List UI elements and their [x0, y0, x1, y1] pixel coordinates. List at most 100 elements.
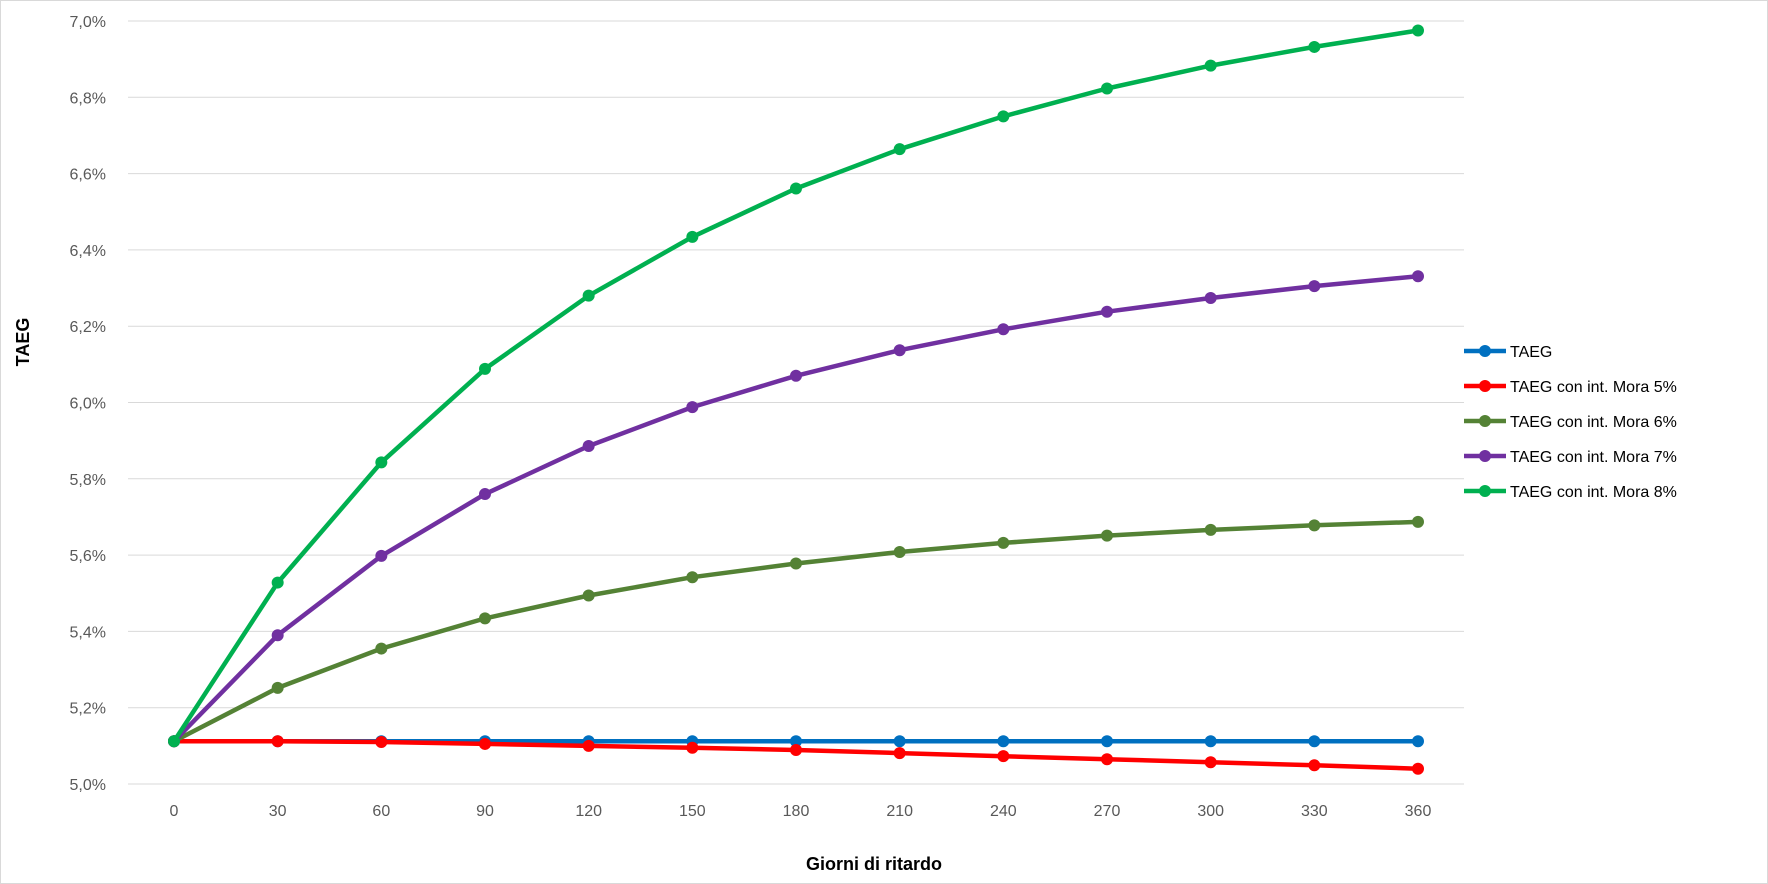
y-tick-label: 6,6%	[70, 167, 106, 184]
data-point	[582, 439, 595, 452]
data-point	[168, 735, 180, 748]
data-point	[1101, 735, 1113, 748]
legend-label: TAEG con int. Mora 5%	[1510, 379, 1677, 396]
x-tick-label: 360	[1405, 803, 1432, 820]
y-axis-title: TAEG	[13, 318, 33, 367]
data-point	[1204, 291, 1217, 304]
data-point	[1308, 735, 1321, 748]
data-point	[1204, 756, 1217, 769]
data-point	[1308, 40, 1321, 53]
data-point	[375, 736, 388, 749]
series-4	[168, 270, 1424, 748]
y-tick-label: 6,0%	[70, 396, 106, 413]
y-tick-label: 5,4%	[70, 624, 106, 641]
data-point	[1308, 519, 1321, 532]
data-point	[1204, 523, 1217, 536]
x-tick-label: 60	[372, 803, 390, 820]
x-tick-label: 210	[886, 803, 913, 820]
gridlines	[128, 20, 1464, 785]
legend-item: TAEG con int. Mora 8%	[1464, 484, 1677, 501]
data-point	[1412, 24, 1424, 37]
data-point	[893, 747, 906, 760]
y-tick-label: 6,2%	[70, 319, 106, 336]
series-line	[171, 28, 1421, 744]
y-tick-label: 6,4%	[70, 243, 106, 260]
data-point	[686, 230, 699, 243]
y-tick-label: 5,0%	[70, 777, 106, 794]
data-point	[893, 143, 906, 156]
data-point	[1412, 735, 1424, 748]
data-point	[1308, 280, 1321, 293]
data-point	[582, 289, 595, 302]
series-5	[168, 24, 1424, 748]
y-tick-label: 6,8%	[70, 90, 106, 107]
legend-item: TAEG con int. Mora 6%	[1464, 414, 1677, 431]
data-point	[375, 456, 388, 469]
data-point	[271, 629, 284, 642]
y-tick-label: 5,8%	[70, 472, 106, 489]
legend-swatch-marker	[1479, 380, 1491, 392]
data-point	[997, 750, 1010, 763]
x-tick-label: 0	[170, 803, 179, 820]
x-tick-label: 150	[679, 803, 706, 820]
data-point	[997, 536, 1010, 549]
legend-label: TAEG con int. Mora 6%	[1510, 414, 1677, 431]
y-tick-labels: 5,0% 5,2% 5,4% 5,6% 5,8% 6,0% 6,2% 6,4% 6,6% 6,8%…	[70, 14, 106, 794]
y-tick-label: 5,2%	[70, 701, 106, 718]
data-point	[790, 735, 802, 748]
legend-swatch-marker	[1479, 450, 1491, 462]
legend-item: TAEG	[1464, 344, 1552, 361]
data-point	[790, 369, 802, 382]
data-point	[686, 571, 699, 584]
data-point	[997, 323, 1010, 336]
legend-label: TAEG con int. Mora 7%	[1510, 449, 1677, 466]
legend-label: TAEG con int. Mora 8%	[1510, 484, 1677, 501]
y-tick-label: 7,0%	[70, 14, 106, 31]
x-axis-title: Giorni di ritardo	[806, 854, 942, 874]
data-point	[1412, 515, 1424, 528]
series-3	[168, 515, 1424, 748]
data-point	[479, 737, 491, 750]
data-point	[375, 642, 388, 655]
data-point	[582, 589, 595, 602]
legend-swatch-marker	[1479, 345, 1491, 357]
series-lines	[168, 24, 1424, 775]
data-point	[997, 735, 1010, 748]
x-tick-label: 270	[1094, 803, 1121, 820]
data-point	[479, 362, 491, 375]
data-point	[1204, 735, 1217, 748]
data-point	[893, 344, 906, 357]
data-point	[479, 612, 491, 625]
data-point	[271, 735, 284, 748]
data-point	[790, 182, 802, 195]
data-point	[790, 557, 802, 570]
x-tick-label: 330	[1301, 803, 1328, 820]
data-point	[893, 546, 906, 559]
data-point	[1101, 753, 1113, 766]
data-point	[893, 735, 906, 748]
data-point	[997, 110, 1010, 123]
data-point	[1204, 59, 1217, 72]
data-point	[271, 681, 284, 694]
legend-swatch-marker	[1479, 415, 1491, 427]
data-point	[1101, 305, 1113, 318]
x-tick-label: 90	[476, 803, 494, 820]
data-point	[479, 488, 491, 501]
data-point	[1101, 529, 1113, 542]
data-point	[1101, 82, 1113, 95]
data-point	[686, 401, 699, 414]
data-point	[375, 549, 388, 562]
data-point	[1308, 759, 1321, 772]
data-point	[271, 576, 284, 589]
legend: TAEG TAEG con int. Mora 5% TAEG con int. M…	[1464, 344, 1677, 501]
legend-swatch-marker	[1479, 485, 1491, 497]
legend-label: TAEG	[1510, 344, 1552, 361]
data-point	[1412, 270, 1424, 283]
data-point	[582, 739, 595, 752]
x-tick-labels: 0 30 60 90 120 150 180 210 240 270 300 330 360	[170, 803, 1432, 820]
data-point	[790, 744, 802, 757]
data-point	[1412, 762, 1424, 775]
legend-item: TAEG con int. Mora 5%	[1464, 379, 1677, 396]
